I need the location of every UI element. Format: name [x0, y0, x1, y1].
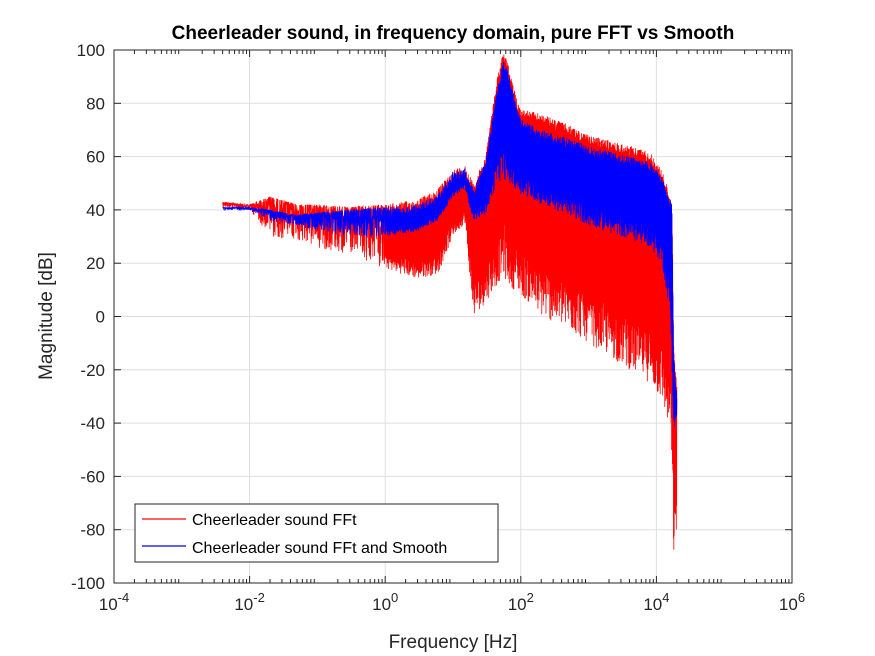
- y-axis-label: Magnitude [dB]: [36, 252, 57, 380]
- y-tick-label: -100: [71, 574, 105, 593]
- y-tick-label: 80: [86, 94, 105, 113]
- series-line-smooth: [222, 61, 678, 427]
- y-tick-label: 100: [77, 41, 105, 60]
- y-tick-labels: 100 80 60 40 20 0 -20 -40 -60 -80 -100: [71, 41, 105, 593]
- y-tick-label: 20: [86, 254, 105, 273]
- chart-title: Cheerleader sound, in frequency domain, …: [172, 23, 735, 44]
- y-tick-label: -80: [80, 521, 105, 540]
- legend-box: [134, 503, 499, 563]
- legend-label-smooth: Cheerleader sound FFt and Smooth: [192, 540, 447, 557]
- series-layer: [222, 54, 678, 550]
- x-tick-label: 10-4: [99, 590, 129, 614]
- x-tick-label: 100: [372, 590, 398, 614]
- x-axis-label: Frequency [Hz]: [389, 632, 518, 653]
- y-tick-label: -20: [80, 361, 105, 380]
- legend: Cheerleader sound FFt Cheerleader sound …: [134, 503, 499, 563]
- y-tick-label: 0: [96, 308, 105, 327]
- y-tick-label: -60: [80, 467, 105, 486]
- y-tick-label: 60: [86, 148, 105, 167]
- x-tick-labels: 10-4 10-2 100 102 104 106: [99, 590, 805, 614]
- x-tick-label: 102: [508, 590, 534, 614]
- y-tick-label: 40: [86, 201, 105, 220]
- y-tick-label: -40: [80, 414, 105, 433]
- tick-marks: [113, 49, 793, 584]
- x-tick-label: 106: [779, 590, 805, 614]
- x-tick-label: 10-2: [234, 590, 264, 614]
- x-tick-label: 104: [643, 590, 669, 614]
- legend-label-fft: Cheerleader sound FFt: [192, 512, 357, 529]
